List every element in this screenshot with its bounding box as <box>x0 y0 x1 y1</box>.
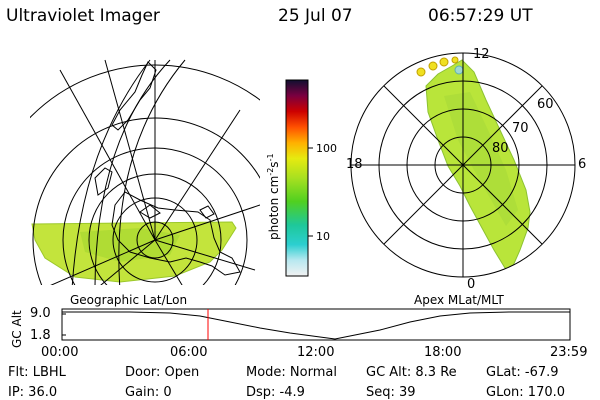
mode-status: Mode: Normal <box>246 365 337 380</box>
dsp-status: Dsp: -4.9 <box>246 385 305 400</box>
geographic-map <box>30 59 260 285</box>
glon-status: GLon: 170.0 <box>486 385 566 400</box>
date-label: 25 Jul 07 <box>278 6 353 26</box>
left-panel-caption: Geographic Lat/Lon <box>70 293 188 307</box>
altitude-ytick-low: 1.8 <box>30 328 51 343</box>
time-label: 06:57:29 UT <box>428 6 533 26</box>
altitude-ylabel: GC Alt <box>10 310 24 348</box>
xtick-0600: 06:00 <box>170 345 208 360</box>
mlt-label-0: 0 <box>467 277 476 292</box>
mlat-label-80: 80 <box>492 141 509 156</box>
altitude-curve <box>62 311 570 340</box>
mlat-label-60: 60 <box>537 97 554 112</box>
xtick-2359: 23:59 <box>550 345 588 360</box>
mlat-label-70: 70 <box>512 121 529 136</box>
antarctica-coast <box>111 191 241 276</box>
mlt-label-18: 18 <box>346 157 363 172</box>
mlt-label-12: 12 <box>473 47 490 62</box>
filter-status: Flt: LBHL <box>8 365 66 380</box>
instrument-title: Ultraviolet Imager <box>6 6 160 26</box>
xtick-1200: 12:00 <box>297 345 335 360</box>
gain-status: Gain: 0 <box>125 385 172 400</box>
xtick-1800: 18:00 <box>424 345 462 360</box>
door-status: Door: Open <box>125 365 200 380</box>
altitude-ytick-high: 9.0 <box>30 306 51 321</box>
right-panel-caption: Apex MLat/MLT <box>414 293 504 307</box>
colorbar-unit: photon cm-2s-1 <box>266 153 281 240</box>
gc-alt-status: GC Alt: 8.3 Re <box>366 365 457 380</box>
colorbar-tick-10: 10 <box>316 230 330 243</box>
colorbar-tick-100: 100 <box>316 142 337 155</box>
colorbar <box>285 79 309 277</box>
glat-status: GLat: -67.9 <box>486 365 559 380</box>
altitude-plot <box>61 308 571 341</box>
ip-status: IP: 36.0 <box>8 385 58 400</box>
seq-status: Seq: 39 <box>366 385 416 400</box>
mlt-label-6: 6 <box>578 157 587 172</box>
magnetic-polar-plot <box>350 52 576 278</box>
xtick-0000: 00:00 <box>41 345 79 360</box>
